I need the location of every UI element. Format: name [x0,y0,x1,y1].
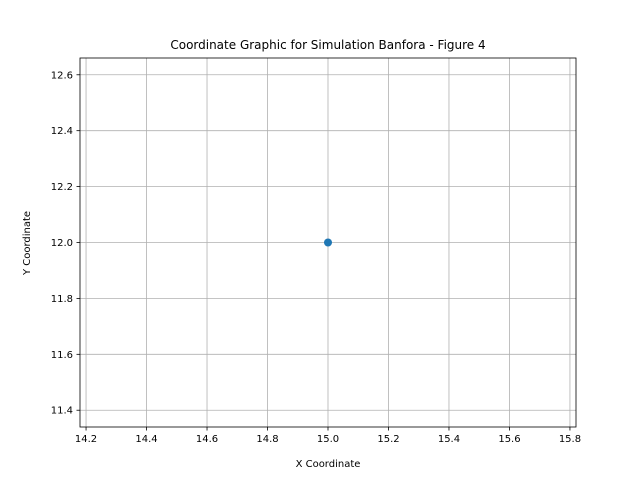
y-tick-label: 11.4 [51,406,73,417]
y-tick-label: 12.2 [51,182,73,193]
y-tick-label: 11.6 [51,350,73,361]
x-tick-label: 15.6 [498,434,520,445]
data-point [324,238,332,247]
y-tick-label: 12.6 [51,70,73,81]
y-tick-label: 11.8 [51,294,73,305]
data-points [324,238,332,247]
x-ticks: 14.2 14.4 14.6 14.8 15.0 15.2 15.4 15.6 15.8 [75,427,581,445]
y-ticks: 11.4 11.6 11.8 12.0 12.2 12.4 12.6 [51,70,80,417]
x-axis-label: X Coordinate [296,459,361,470]
y-tick-label: 12.4 [51,126,73,137]
x-tick-label: 14.6 [196,434,218,445]
x-tick-label: 14.2 [75,434,97,445]
x-tick-label: 15.4 [438,434,460,445]
x-tick-label: 15.8 [559,434,581,445]
x-tick-label: 14.8 [256,434,278,445]
chart-title: Coordinate Graphic for Simulation Banfor… [170,38,485,52]
y-axis-label: Y Coordinate [22,211,33,276]
x-tick-label: 15.0 [317,434,339,445]
x-tick-label: 15.2 [377,434,399,445]
y-tick-label: 12.0 [51,238,73,249]
x-tick-label: 14.4 [135,434,157,445]
